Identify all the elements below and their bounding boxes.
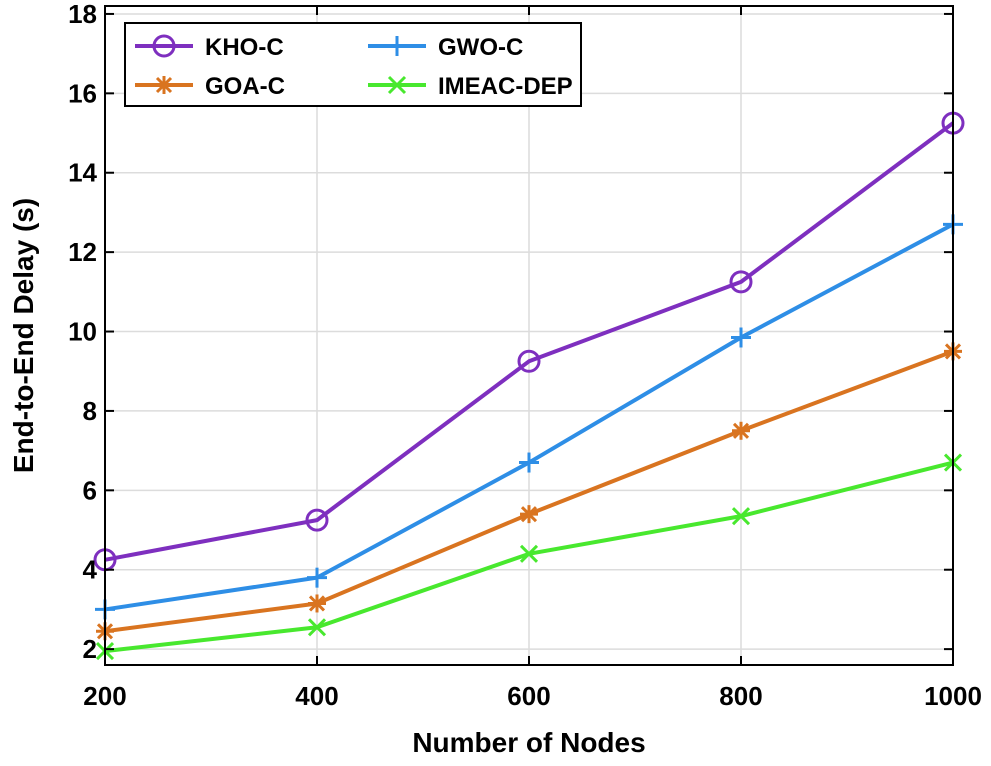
data-point-goa-c (308, 594, 326, 613)
marker-x-b (387, 75, 407, 95)
y-tick-label: 6 (83, 475, 97, 505)
x-axis-title: Number of Nodes (412, 727, 645, 758)
legend-marker (387, 36, 407, 56)
y-tick-label: 4 (83, 555, 98, 585)
marker-circle (517, 349, 541, 373)
data-point-imeac-dep (731, 507, 751, 526)
marker-x-b (307, 618, 327, 637)
data-point-kho-c (305, 508, 329, 532)
y-tick-label: 14 (68, 158, 97, 188)
data-point-imeac-dep (307, 618, 327, 637)
y-tick-label: 16 (68, 78, 97, 108)
axes: 200 400 600 800 1000 2 4 6 8 10 12 14 16 18 (68, 0, 982, 711)
legend-box (124, 22, 582, 107)
legend-item-kho-c: KHO-C (135, 34, 284, 61)
y-tick-label: 10 (68, 317, 97, 347)
marker-ast-b (308, 595, 326, 612)
y-axis-title: End-to-End Delay (s) (8, 198, 39, 473)
legend-label: IMEAC-DEP (438, 73, 573, 100)
legend-label: KHO-C (205, 34, 284, 61)
marker-circle (152, 34, 176, 58)
legend-marker (155, 76, 173, 94)
data-point-kho-c (517, 349, 541, 373)
y-tick-label: 8 (83, 396, 97, 426)
y-tick-label: 2 (83, 634, 97, 664)
x-tick-label: 600 (507, 681, 550, 711)
marker-x-b (519, 544, 539, 563)
marker-ast-b (732, 422, 750, 439)
marker-ast-b (520, 506, 538, 523)
legend: KHO-C GWO-C GOA-C IMEAC-DEP (124, 22, 582, 107)
x-tick-label: 1000 (924, 681, 982, 711)
x-tick-label: 200 (83, 681, 126, 711)
legend-marker (152, 34, 176, 58)
legend-marker (387, 75, 407, 95)
marker-circle (729, 270, 753, 294)
series-line-kho-c (104, 121, 955, 562)
x-tick-label: 400 (295, 681, 338, 711)
marker-x-b (731, 507, 751, 526)
data-point-kho-c (729, 270, 753, 294)
data-point-goa-c (520, 505, 538, 524)
data-point-gwo-c (307, 567, 327, 588)
data-point-gwo-c (731, 327, 751, 348)
legend-item-imeac-dep: IMEAC-DEP (368, 73, 573, 100)
marker-ast-b (155, 76, 173, 94)
data-point-imeac-dep (519, 544, 539, 563)
y-tick-label: 18 (68, 0, 97, 29)
legend-label: GWO-C (438, 34, 523, 61)
marker-circle (305, 508, 329, 532)
x-tick-label: 800 (719, 681, 762, 711)
legend-label: GOA-C (205, 73, 285, 100)
series-layer (93, 111, 965, 661)
series-imeac-dep (95, 453, 963, 661)
y-tick-label: 12 (68, 237, 97, 267)
legend-item-goa-c: GOA-C (135, 73, 285, 100)
data-point-gwo-c (519, 452, 539, 473)
data-point-goa-c (732, 421, 750, 440)
legend-item-gwo-c: GWO-C (368, 34, 523, 61)
